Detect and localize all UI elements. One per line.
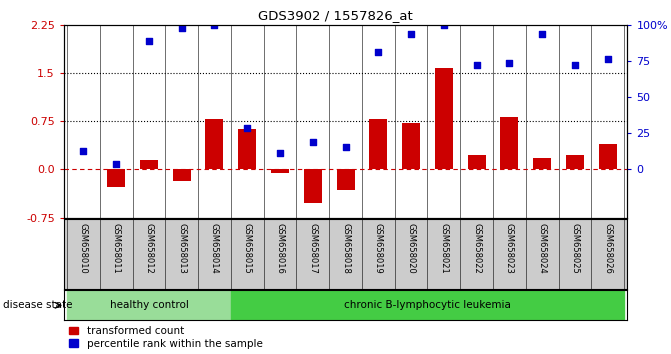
Point bbox=[570, 62, 580, 68]
Point bbox=[209, 22, 220, 28]
Point bbox=[78, 149, 89, 154]
Text: GSM658017: GSM658017 bbox=[308, 223, 317, 274]
Text: GSM658023: GSM658023 bbox=[505, 223, 514, 274]
Point bbox=[439, 22, 450, 28]
Bar bbox=[566, 155, 584, 170]
Text: GSM658011: GSM658011 bbox=[111, 223, 121, 274]
Point bbox=[144, 38, 154, 44]
Bar bbox=[205, 119, 223, 170]
Text: healthy control: healthy control bbox=[109, 300, 189, 310]
Point bbox=[373, 50, 384, 55]
Text: GSM658025: GSM658025 bbox=[570, 223, 580, 274]
Text: GSM658021: GSM658021 bbox=[440, 223, 448, 274]
Bar bbox=[337, 170, 354, 190]
Text: GSM658013: GSM658013 bbox=[177, 223, 187, 274]
Text: GSM658022: GSM658022 bbox=[472, 223, 481, 274]
Bar bbox=[271, 170, 289, 173]
Point bbox=[504, 61, 515, 66]
Bar bbox=[501, 117, 519, 170]
Text: GSM658010: GSM658010 bbox=[79, 223, 88, 274]
Bar bbox=[599, 144, 617, 170]
Text: disease state: disease state bbox=[3, 300, 73, 310]
Text: GSM658014: GSM658014 bbox=[210, 223, 219, 274]
Bar bbox=[172, 170, 191, 181]
Bar bbox=[67, 290, 231, 320]
Text: GSM658015: GSM658015 bbox=[243, 223, 252, 274]
Bar bbox=[468, 155, 486, 170]
Text: chronic B-lymphocytic leukemia: chronic B-lymphocytic leukemia bbox=[344, 300, 511, 310]
Text: GDS3902 / 1557826_at: GDS3902 / 1557826_at bbox=[258, 9, 413, 22]
Text: GSM658026: GSM658026 bbox=[603, 223, 612, 274]
Text: GSM658024: GSM658024 bbox=[537, 223, 547, 274]
Bar bbox=[533, 158, 551, 170]
Text: GSM658018: GSM658018 bbox=[341, 223, 350, 274]
Bar bbox=[402, 123, 420, 170]
Bar bbox=[231, 290, 624, 320]
Point bbox=[176, 25, 187, 31]
Text: GSM658019: GSM658019 bbox=[374, 223, 383, 274]
Point bbox=[537, 32, 548, 37]
Text: GSM658016: GSM658016 bbox=[276, 223, 285, 274]
Bar bbox=[304, 170, 322, 203]
Point bbox=[603, 56, 613, 62]
Bar bbox=[369, 119, 387, 170]
Point bbox=[406, 32, 417, 37]
Point bbox=[274, 150, 285, 156]
Bar bbox=[238, 129, 256, 170]
Bar bbox=[140, 160, 158, 170]
Bar bbox=[107, 170, 125, 187]
Text: GSM658012: GSM658012 bbox=[144, 223, 154, 274]
Bar bbox=[435, 68, 453, 170]
Text: GSM658020: GSM658020 bbox=[407, 223, 415, 274]
Legend: transformed count, percentile rank within the sample: transformed count, percentile rank withi… bbox=[69, 326, 262, 349]
Point bbox=[471, 62, 482, 68]
Point bbox=[242, 125, 252, 131]
Point bbox=[307, 139, 318, 145]
Point bbox=[111, 161, 121, 167]
Point bbox=[340, 144, 351, 150]
